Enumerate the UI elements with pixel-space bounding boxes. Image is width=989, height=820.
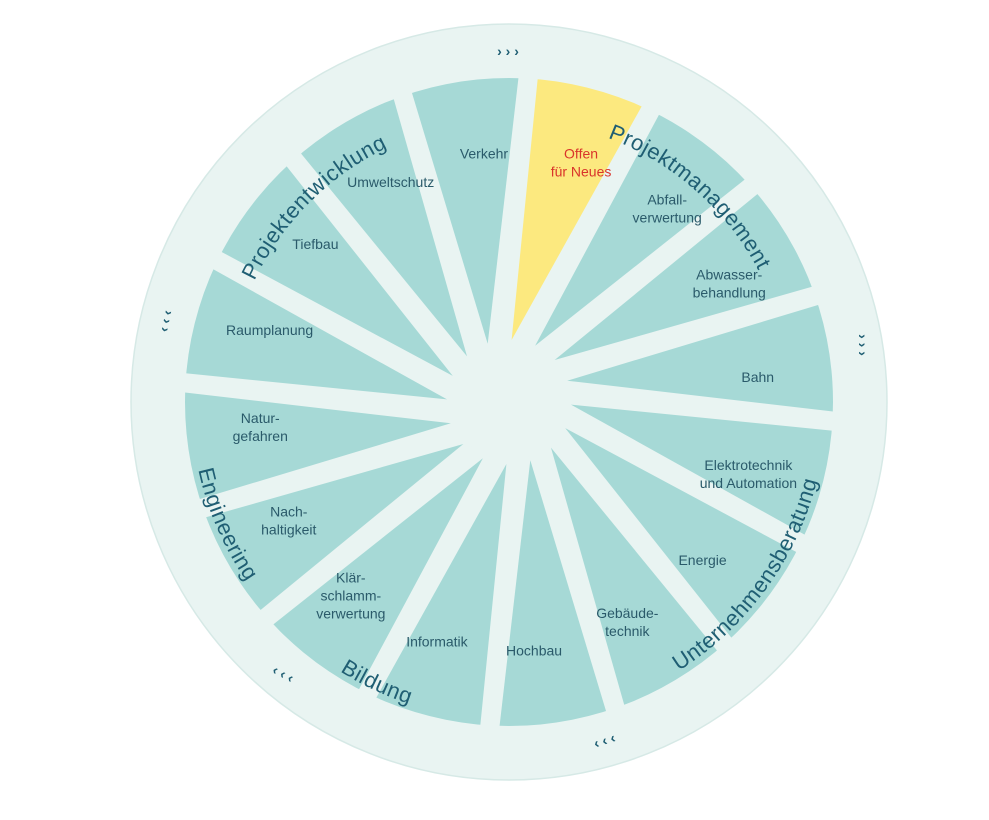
segment-label-line: Elektrotechnik xyxy=(704,457,793,473)
segment-label-line: und Automation xyxy=(700,475,797,491)
segment-label-line: Verkehr xyxy=(460,145,509,161)
segment-label-line: für Neues xyxy=(551,164,612,180)
segment-label-line: verwertung xyxy=(633,209,702,225)
segment-label-line: gefahren xyxy=(233,428,288,444)
segment-label-line: Hochbau xyxy=(506,643,562,659)
segment-label-line: Nach- xyxy=(270,503,308,519)
center-hub xyxy=(451,344,567,460)
segment-gebaeude xyxy=(550,447,728,721)
segment-abfall xyxy=(535,100,758,346)
segment-label-line: Tiefbau xyxy=(292,236,338,252)
segment-tiefbau xyxy=(207,153,453,376)
segment-raumplanung xyxy=(185,261,448,400)
segment-label-raumplanung: Raumplanung xyxy=(226,322,313,338)
segment-energie xyxy=(565,428,811,651)
segment-label-line: haltigkeit xyxy=(261,521,316,537)
segment-label-klaer: Klär-schlamm-verwertung xyxy=(316,570,385,622)
segment-verkehr xyxy=(407,78,521,344)
segment-natur xyxy=(185,390,451,504)
segment-klaer xyxy=(260,458,483,704)
segment-label-line: Informatik xyxy=(406,633,468,649)
segment-label-umweltschutz: Umweltschutz xyxy=(347,174,434,190)
segment-label-line: Energie xyxy=(678,552,726,568)
segment-label-line: Raumplanung xyxy=(226,322,313,338)
segment-label-line: Umweltschutz xyxy=(347,174,434,190)
segment-label-abfall: Abfall-verwertung xyxy=(633,191,702,225)
segment-label-tiefbau: Tiefbau xyxy=(292,236,338,252)
segment-label-line: schlamm- xyxy=(320,588,381,604)
segment-label-line: behandlung xyxy=(693,285,766,301)
segment-label-line: Gebäude- xyxy=(596,605,659,621)
segment-label-bahn: Bahn xyxy=(741,369,774,385)
segment-label-line: verwertung xyxy=(316,606,385,622)
segment-label-line: Natur- xyxy=(241,410,280,426)
segment-nachhaltigkeit xyxy=(190,443,464,621)
chevron-bottom-right-icon: ‹ ‹ ‹ xyxy=(592,729,618,751)
chevron-top-icon: › › › xyxy=(497,43,519,59)
segment-label-elektro: Elektrotechnik und Automation xyxy=(700,457,797,491)
chevron-right-icon: › › › xyxy=(855,334,871,356)
segment-label-energie: Energie xyxy=(678,552,726,568)
segment-label-informatik: Informatik xyxy=(406,633,468,649)
segment-label-hochbau: Hochbau xyxy=(506,643,562,659)
segment-label-line: Abfall- xyxy=(647,191,687,207)
segment-label-offen: Offen für Neues xyxy=(551,146,612,180)
segment-offen xyxy=(511,78,650,341)
segment-hochbau xyxy=(497,460,611,726)
segment-label-line: Abwasser- xyxy=(696,267,762,283)
segments-layer xyxy=(185,78,833,726)
segment-label-gebaeude: Gebäude-technik xyxy=(596,605,659,639)
segment-label-line: technik xyxy=(605,623,650,639)
segment-label-line: Klär- xyxy=(336,570,366,586)
segment-abwasser xyxy=(554,183,828,361)
segment-label-line: Bahn xyxy=(741,369,774,385)
segment-bahn xyxy=(567,300,833,414)
chevron-left-icon: ‹ ‹ ‹ xyxy=(155,308,175,333)
segment-label-abwasser: Abwasser-behandlung xyxy=(693,267,766,301)
segment-elektro xyxy=(570,404,833,543)
segment-informatik xyxy=(368,463,507,726)
segment-label-nachhaltigkeit: Nach-haltigkeit xyxy=(261,503,316,537)
segment-label-natur: Natur-gefahren xyxy=(233,410,288,444)
segment-label-verkehr: Verkehr xyxy=(460,145,509,161)
segment-labels-layer: Offen für Neues Abfall-verwertung Abwasser-… xyxy=(226,145,797,658)
segment-umweltschutz xyxy=(290,83,468,357)
segment-label-line: Offen xyxy=(564,146,598,162)
